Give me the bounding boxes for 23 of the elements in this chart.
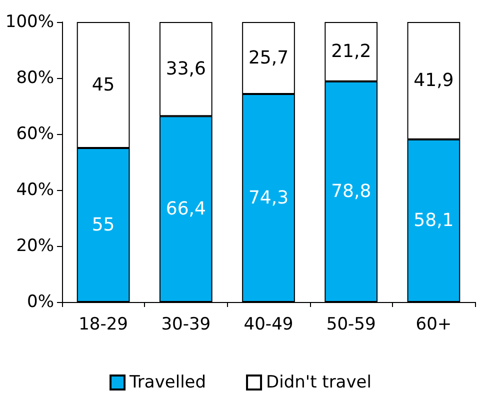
y-tick-label: 0% [27,292,54,312]
y-tick-label: 60% [16,124,54,144]
data-label: 66,4 [166,198,206,220]
y-tick-label: 80% [16,68,54,88]
data-label: 58,1 [414,210,454,232]
y-tick-label: 20% [16,236,54,256]
data-label: 25,7 [248,47,289,68]
legend-label: Didn't travel [266,372,372,392]
x-tick-label: 18-29 [78,314,128,334]
y-tick-label: 100% [5,12,54,32]
x-tick-label: 30-39 [161,314,211,334]
x-tick-label: 40-49 [244,314,294,334]
data-label: 33,6 [166,58,206,80]
legend-label: Travelled [128,372,206,392]
data-label: 45 [92,74,115,96]
data-label: 41,9 [414,70,454,92]
x-tick-label: 60+ [416,314,452,334]
data-label: 74,3 [248,187,289,208]
data-label: 78,8 [331,181,372,202]
x-tick-label: 50-59 [326,314,376,334]
y-tick-label: 40% [16,180,54,200]
data-label: 21,2 [331,41,372,62]
data-label: 55 [92,214,115,236]
